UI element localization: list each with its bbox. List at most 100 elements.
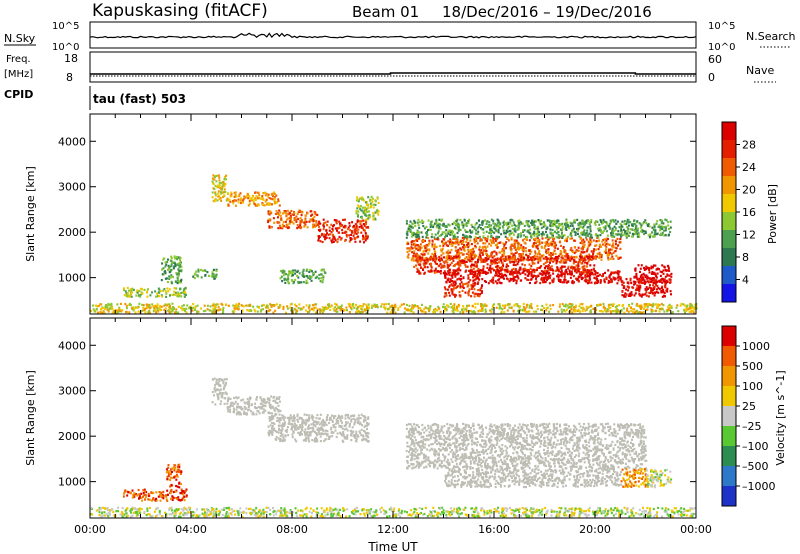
power-cell	[357, 210, 360, 213]
power-cell	[482, 245, 485, 249]
power-cell	[691, 306, 694, 310]
power-cell	[449, 302, 452, 305]
power-cell	[503, 259, 506, 262]
power-cell	[234, 191, 237, 194]
power-cell	[508, 270, 511, 273]
power-cell	[326, 232, 328, 235]
power-cell	[636, 284, 639, 287]
power-cell	[482, 235, 485, 238]
power-cell	[446, 258, 449, 261]
power-cell	[234, 307, 237, 310]
power-cell	[596, 240, 599, 243]
power-cell	[605, 251, 607, 254]
power-cell	[584, 278, 587, 281]
power-cell	[449, 280, 452, 283]
power-cell	[513, 229, 516, 232]
power-cell	[193, 277, 196, 280]
power-cell	[125, 307, 128, 310]
power-cell	[299, 209, 302, 212]
power-cell	[423, 264, 426, 267]
power-cell	[476, 232, 479, 235]
power-cell	[110, 302, 113, 305]
power-cell	[580, 258, 583, 261]
power-cell	[436, 262, 438, 265]
power-cell	[235, 303, 238, 306]
power-cell	[272, 311, 275, 314]
power-cell	[647, 287, 649, 290]
power-cell	[607, 237, 609, 241]
power-cell	[408, 223, 411, 227]
power-cell	[538, 250, 541, 253]
power-cell	[194, 272, 197, 275]
power-cell	[574, 310, 577, 313]
power-cell	[508, 258, 511, 261]
power-cell	[518, 306, 521, 309]
power-cell	[602, 273, 605, 276]
power-cell	[565, 228, 568, 231]
power-cell	[488, 242, 491, 245]
power-cell	[504, 255, 507, 258]
colorbar-swatch	[722, 284, 736, 303]
power-cell	[355, 210, 358, 213]
power-cell	[368, 306, 370, 309]
power-cell	[285, 273, 287, 276]
power-cell	[574, 221, 577, 224]
power-cell	[416, 231, 419, 234]
power-cell	[445, 309, 448, 312]
power-cell	[339, 307, 342, 310]
power-cell	[284, 220, 287, 223]
power-cell	[196, 311, 199, 314]
power-cell	[557, 226, 560, 229]
power-cell	[576, 267, 579, 270]
power-cell	[523, 238, 526, 241]
power-cell	[629, 294, 632, 297]
power-cell	[540, 265, 543, 268]
power-cell	[436, 309, 439, 312]
power-cell	[547, 267, 549, 270]
power-cell	[601, 240, 604, 243]
power-cell	[593, 248, 596, 251]
power-cell	[361, 196, 364, 199]
power-cell	[463, 243, 465, 247]
power-cell	[163, 288, 166, 291]
power-cell	[575, 304, 577, 307]
power-cell	[508, 256, 511, 259]
power-cell	[178, 293, 181, 296]
power-cell	[650, 265, 653, 268]
power-cell	[586, 261, 589, 264]
power-cell	[554, 220, 557, 223]
power-cell	[468, 254, 471, 257]
power-cell	[299, 217, 302, 220]
power-cell	[615, 247, 618, 250]
power-cell	[467, 220, 470, 223]
power-cell	[645, 303, 647, 306]
power-cell	[342, 226, 345, 229]
power-cell	[528, 272, 530, 275]
power-cell	[370, 205, 373, 208]
power-cell	[643, 274, 646, 277]
power-cell	[418, 231, 421, 234]
power-cell	[582, 269, 585, 272]
power-cell	[312, 309, 315, 312]
power-cell	[472, 274, 475, 277]
power-cell	[574, 308, 577, 311]
power-cell	[514, 275, 517, 279]
power-cell	[540, 245, 543, 248]
power-cell	[640, 278, 643, 281]
power-cell	[570, 258, 573, 261]
power-cell	[573, 230, 576, 234]
power-cell	[519, 273, 522, 276]
power-cell	[469, 270, 472, 273]
power-cell	[334, 306, 337, 309]
power-cell	[661, 231, 664, 234]
power-cell	[614, 229, 617, 232]
power-cell	[569, 237, 572, 240]
power-cell	[314, 276, 317, 280]
power-cell	[410, 259, 413, 262]
power-cell	[473, 292, 476, 295]
power-cell	[470, 243, 473, 246]
power-cell	[322, 278, 325, 281]
power-cell	[520, 259, 523, 262]
power-cell	[367, 196, 370, 199]
power-cell	[232, 304, 235, 307]
